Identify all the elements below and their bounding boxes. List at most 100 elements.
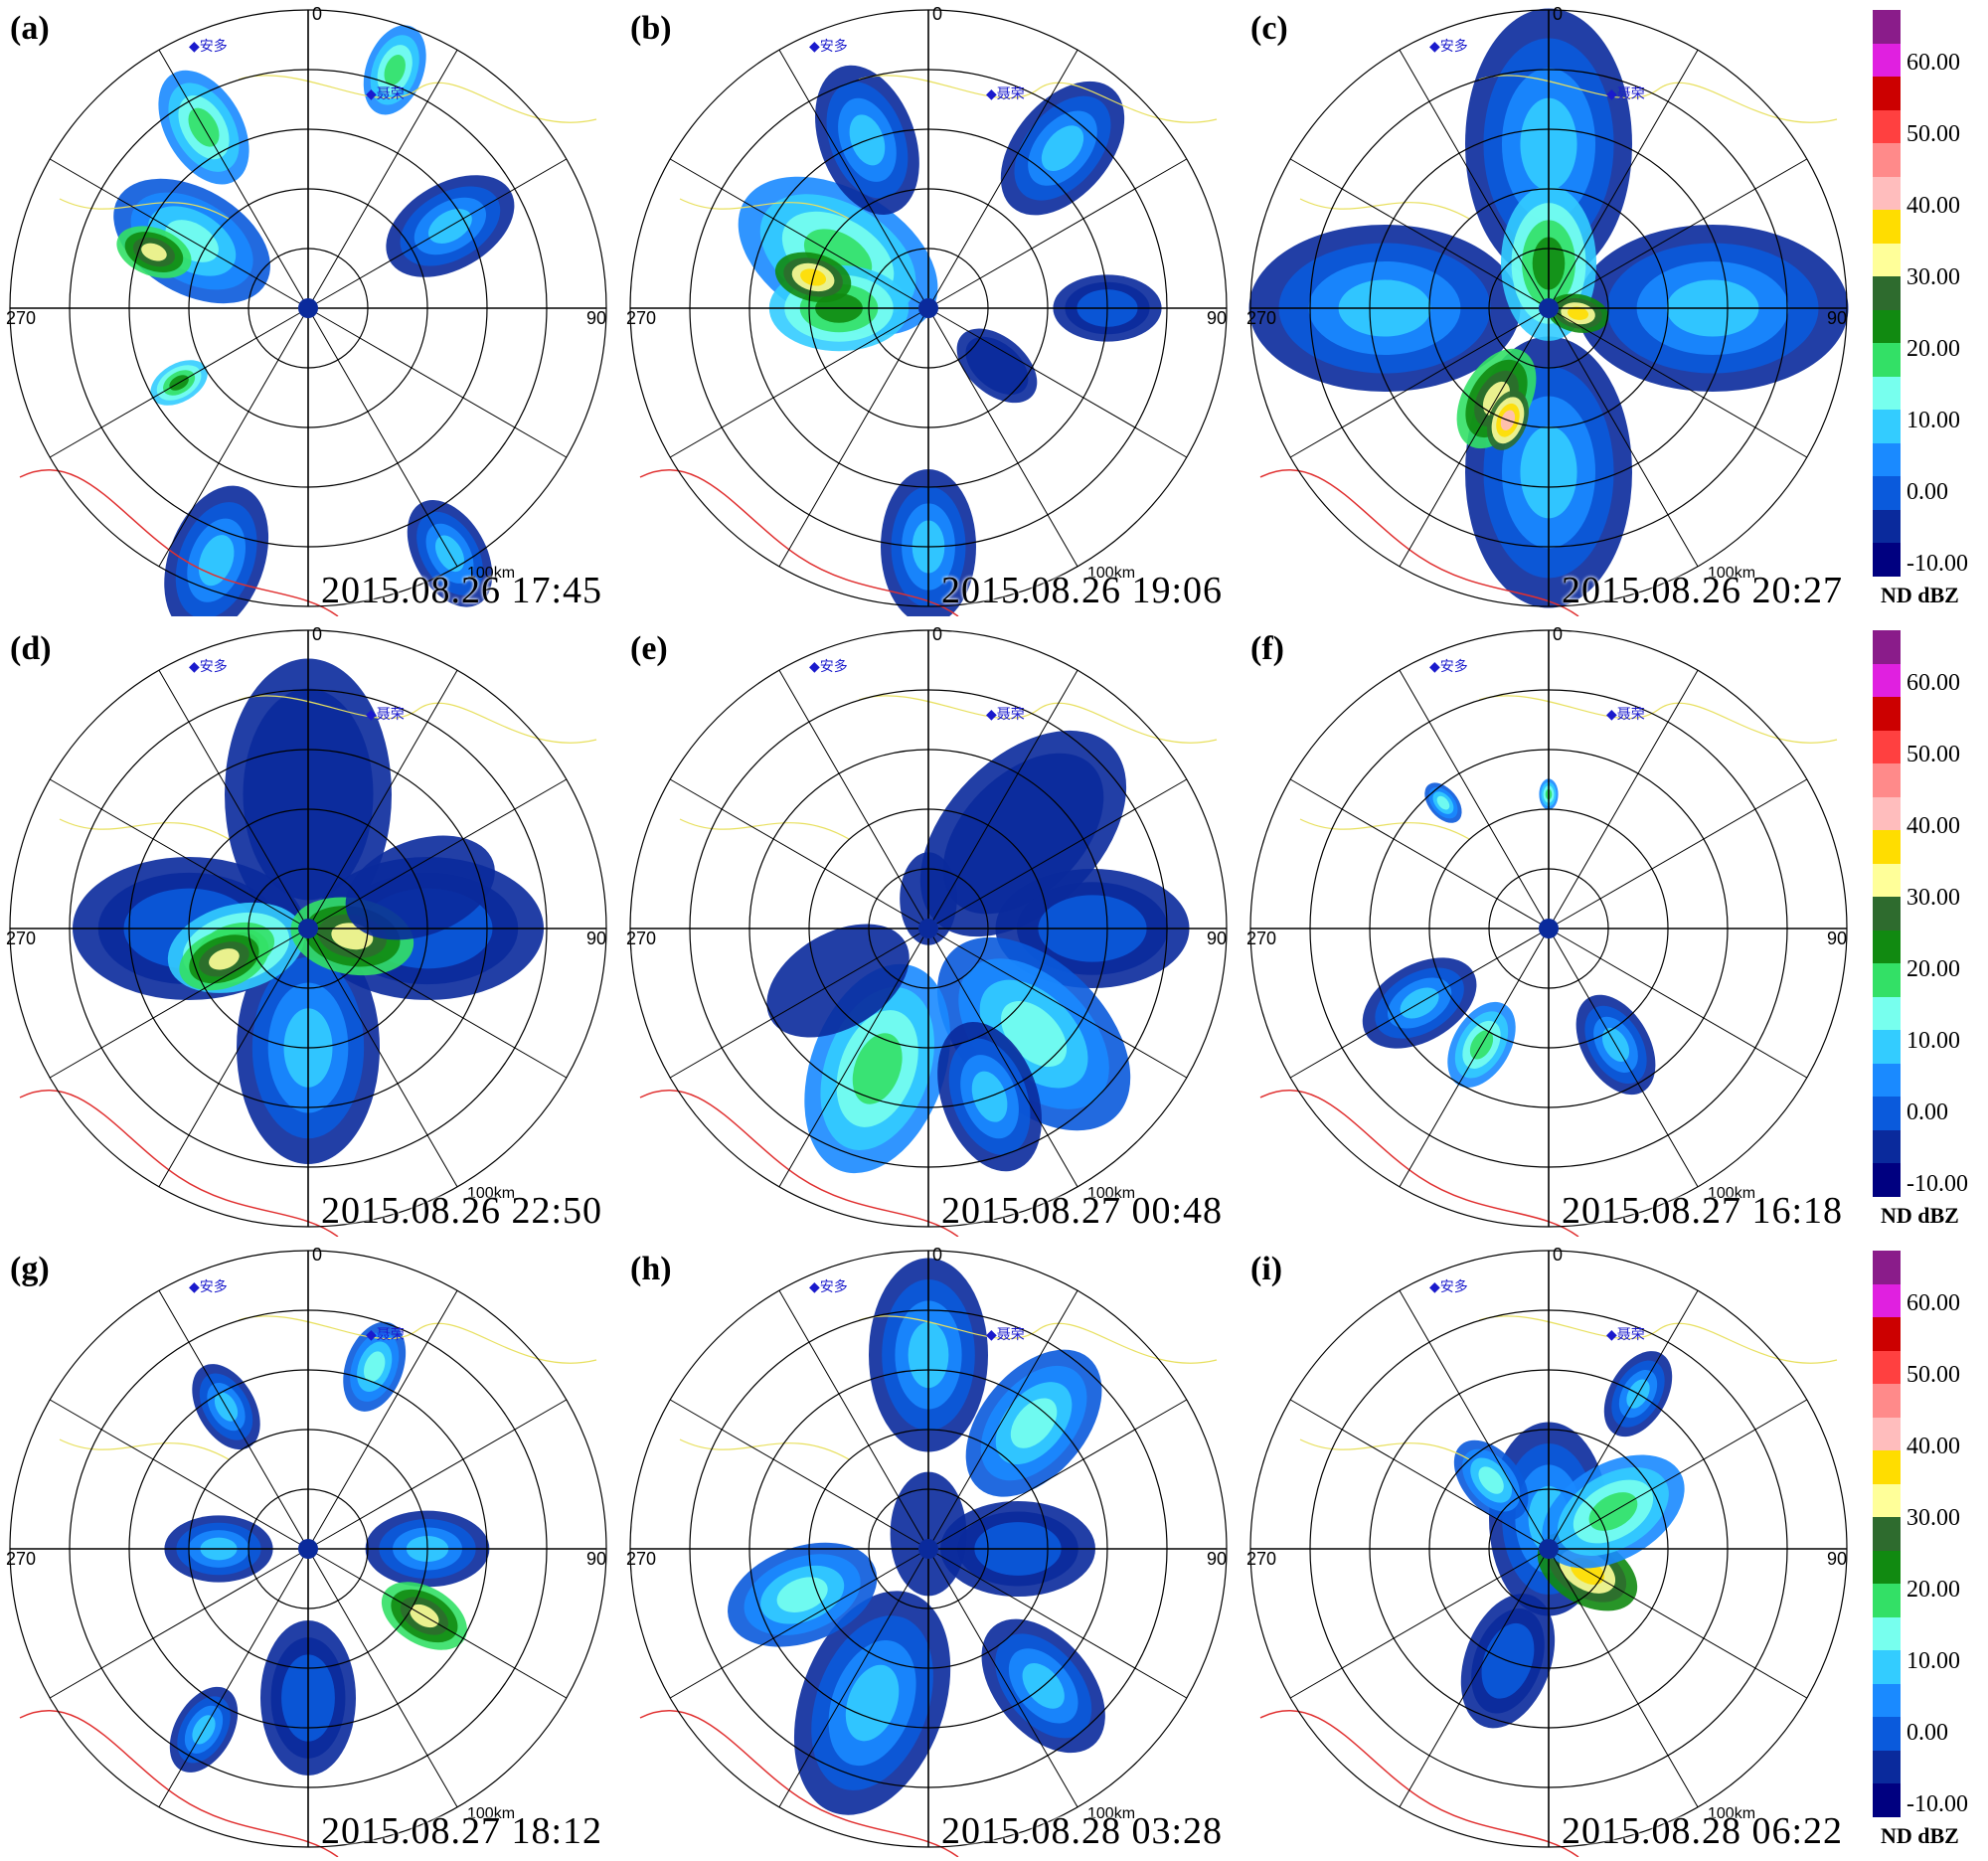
azimuth-label-west: 270 [6, 1549, 37, 1569]
azimuth-radial [927, 1399, 1188, 1550]
colorbar-unit: ND dBZ [1881, 1823, 1959, 1848]
echo-blob [965, 336, 1029, 395]
colorbar-tick-label: -10.00 [1906, 551, 1968, 577]
colorbar-swatch [1873, 930, 1901, 964]
radar-ppi-plot [1248, 8, 1849, 616]
colorbar-unit: ND dBZ [1881, 583, 1959, 607]
azimuth-radial [158, 49, 309, 309]
azimuth-radial [307, 307, 568, 458]
azimuth-label-north: 0 [312, 624, 323, 644]
colorbar-tick-label: 40.00 [1906, 193, 1960, 219]
azimuth-label-north: 0 [932, 624, 943, 644]
colorbar-swatch [1873, 1317, 1901, 1351]
county-boundary [1299, 1315, 1838, 1460]
azimuth-label-west: 270 [1246, 1549, 1277, 1569]
panel-timestamp: 2015.08.26 17:45 [320, 570, 602, 611]
colorbar-swatch [1873, 410, 1901, 443]
province-boundary [19, 1090, 339, 1237]
colorbar-tick-label: 50.00 [1906, 121, 1960, 147]
azimuth-radial [158, 669, 309, 930]
city-label-nierong: ◆聂荣 [986, 86, 1025, 102]
azimuth-radial [927, 49, 1078, 309]
colorbar-tick-label: 60.00 [1906, 1290, 1960, 1316]
colorbar-swatch [1873, 897, 1901, 930]
range-label: 100km [467, 1185, 516, 1202]
azimuth-radial [669, 928, 929, 1079]
colorbar-swatch [1873, 730, 1901, 764]
azimuth-radial [307, 928, 458, 1188]
panel-label: (a) [10, 10, 50, 47]
province-boundary [19, 469, 339, 616]
radar-panel-6: (f) 0 90 270 100km ◆安多 ◆聂荣 2015.08.27 16… [1241, 620, 1857, 1237]
azimuth-radial [778, 1548, 929, 1808]
azimuth-radial [1548, 1548, 1808, 1699]
colorbar-swatch [1873, 1129, 1901, 1164]
colorbar-tick-label: 20.00 [1906, 1577, 1960, 1603]
colorbar-tick-label: 0.00 [1906, 479, 1948, 505]
colorbar-tick-label: 50.00 [1906, 742, 1960, 767]
azimuth-radial [927, 1289, 1078, 1550]
city-label-nierong: ◆聂荣 [1606, 707, 1645, 723]
colorbar-tick-label: 0.00 [1906, 1720, 1948, 1746]
azimuth-radial [778, 307, 929, 568]
county-boundary [59, 75, 597, 220]
colorbar-swatch [1873, 176, 1901, 211]
colorbar-swatch [1873, 1251, 1901, 1284]
azimuth-radial [49, 778, 309, 930]
azimuth-radial [927, 307, 1188, 458]
azimuth-radial [1548, 49, 1699, 309]
panel-timestamp: 2015.08.28 06:22 [1561, 1810, 1843, 1852]
azimuth-radial [1399, 669, 1550, 930]
radar-ppi-plot [9, 1250, 607, 1857]
azimuth-radial [669, 1548, 929, 1699]
colorbar-swatch [1873, 763, 1901, 797]
panel-timestamp: 2015.08.27 16:18 [1561, 1190, 1843, 1232]
panel-label: (d) [10, 630, 52, 667]
colorbar-tick-label: 60.00 [1906, 670, 1960, 696]
city-label-anduo: ◆安多 [809, 659, 848, 675]
echo-blob [384, 55, 406, 85]
echo-blob [364, 1351, 386, 1383]
azimuth-label-east: 90 [1827, 308, 1848, 328]
azimuth-radial [1399, 307, 1550, 568]
azimuth-radial [307, 158, 568, 309]
colorbar-swatch [1873, 43, 1901, 78]
city-label-anduo: ◆安多 [809, 1279, 848, 1295]
azimuth-label-east: 90 [586, 1549, 607, 1569]
county-boundary [59, 1315, 597, 1460]
azimuth-radial [927, 778, 1188, 930]
azimuth-radial [307, 778, 568, 930]
colorbar-swatch [1873, 543, 1901, 577]
azimuth-radial [778, 1289, 929, 1550]
radar-site-marker [298, 919, 318, 938]
panel-timestamp: 2015.08.28 03:28 [940, 1810, 1223, 1852]
azimuth-radial [1399, 928, 1550, 1188]
echo-blob [1436, 795, 1450, 810]
azimuth-label-east: 90 [586, 308, 607, 328]
radar-ppi-plot [629, 629, 1228, 1237]
azimuth-radial [1289, 928, 1550, 1079]
colorbar-swatch [1873, 1616, 1901, 1651]
range-label: 100km [1708, 565, 1756, 582]
city-label-anduo: ◆安多 [809, 39, 848, 55]
colorbar-swatch [1873, 1717, 1901, 1751]
echo-blob [141, 243, 167, 261]
azimuth-radial [158, 928, 309, 1188]
city-label-anduo: ◆安多 [1429, 39, 1468, 55]
colorbar-swatch [1873, 442, 1901, 477]
radar-site-marker [918, 919, 938, 938]
city-label-nierong: ◆聂荣 [1606, 1327, 1645, 1343]
radar-panel-3: (c) 0 90 270 100km ◆安多 ◆聂荣 2015.08.26 20… [1241, 0, 1857, 616]
colorbar-2: 60.00 50.00 40.00 30.00 20.00 10.00 0.00 -10.00… [1869, 620, 1988, 1237]
city-label-nierong: ◆聂荣 [366, 707, 405, 723]
azimuth-label-east: 90 [1207, 929, 1228, 948]
azimuth-radial [1548, 928, 1808, 1079]
range-label: 100km [467, 1805, 516, 1822]
azimuth-radial [307, 1548, 568, 1699]
colorbar-swatch [1873, 963, 1901, 997]
colorbar-swatch [1873, 996, 1901, 1031]
azimuth-label-west: 270 [626, 1549, 657, 1569]
colorbar-tick-label: 20.00 [1906, 956, 1960, 982]
radar-site-marker [1539, 298, 1559, 318]
colorbar-tick-label: 60.00 [1906, 50, 1960, 76]
